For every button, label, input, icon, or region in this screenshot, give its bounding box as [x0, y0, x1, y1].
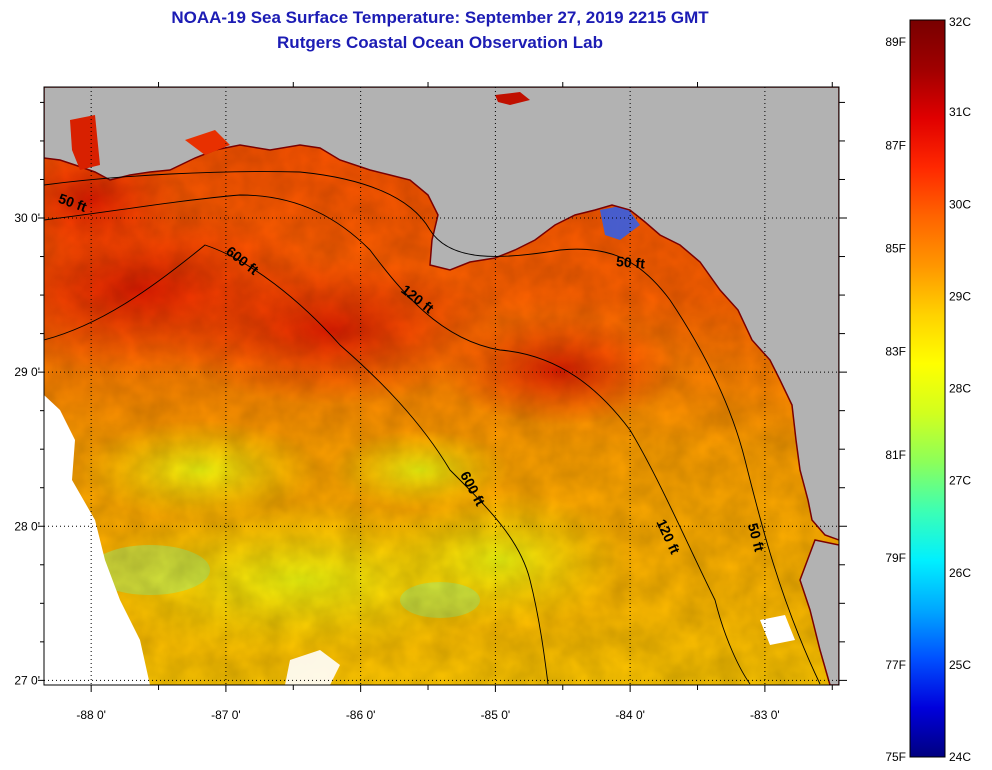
- lat-tick-label: 27 0': [14, 673, 40, 687]
- fahrenheit-label: 89F: [885, 35, 906, 49]
- cloud-mask: [760, 615, 795, 645]
- fahrenheit-label: 79F: [885, 551, 906, 565]
- lon-tick-label: -84 0': [615, 708, 645, 722]
- depth-contour-120ft: [44, 194, 751, 685]
- lat-lon-grid: [44, 87, 839, 685]
- lon-tick-label: -85 0': [481, 708, 511, 722]
- longitude-axis: -88 0' -87 0' -86 0' -85 0' -84 0' -83 0': [76, 82, 833, 722]
- celsius-label: 26C: [949, 566, 971, 580]
- cloud-mask: [44, 395, 150, 685]
- fahrenheit-label: 83F: [885, 345, 906, 359]
- celsius-label: 28C: [949, 382, 971, 396]
- celsius-label: 31C: [949, 105, 971, 119]
- cloud-mask: [285, 650, 340, 685]
- celsius-label: 24C: [949, 750, 971, 764]
- lon-tick-label: -88 0': [76, 708, 106, 722]
- celsius-label: 32C: [949, 15, 971, 29]
- fahrenheit-label: 81F: [885, 448, 906, 462]
- latitude-axis: 30 0' 29 0' 28 0' 27 0': [14, 101, 847, 687]
- map-frame: [43, 86, 840, 686]
- colorbar-labels: 32C 31C 30C 29C 28C 27C 26C 25C 24C 89F 87F 85F 83F 8…: [885, 15, 971, 764]
- depth-contour-50ft: [44, 171, 821, 685]
- chart-title: NOAA-19 Sea Surface Temperature: Septemb…: [171, 8, 709, 27]
- lat-tick-label: 29 0': [14, 365, 40, 379]
- lon-tick-label: -86 0': [346, 708, 376, 722]
- fahrenheit-label: 77F: [885, 658, 906, 672]
- lat-tick-label: 28 0': [14, 519, 40, 533]
- bay-water: [495, 92, 530, 105]
- depth-contour-600ft: [44, 244, 549, 685]
- celsius-label: 29C: [949, 289, 971, 303]
- land-mass: [44, 87, 839, 541]
- fahrenheit-label: 87F: [885, 138, 906, 152]
- bay-water: [185, 130, 230, 155]
- lat-tick-label: 30 0': [14, 211, 40, 225]
- lon-tick-label: -83 0': [750, 708, 780, 722]
- fahrenheit-label: 85F: [885, 241, 906, 255]
- bay-water: [70, 115, 100, 170]
- land-mass: [799, 539, 839, 685]
- depth-label: 50 ft: [616, 253, 646, 271]
- temperature-colorbar: [909, 19, 946, 758]
- celsius-label: 30C: [949, 197, 971, 211]
- depth-label: 50 ft: [745, 521, 768, 553]
- lon-tick-label: -87 0': [211, 708, 241, 722]
- celsius-label: 27C: [949, 474, 971, 488]
- celsius-label: 25C: [949, 658, 971, 672]
- chart-subtitle: Rutgers Coastal Ocean Observation Lab: [277, 33, 603, 52]
- fahrenheit-label: 75F: [885, 750, 906, 764]
